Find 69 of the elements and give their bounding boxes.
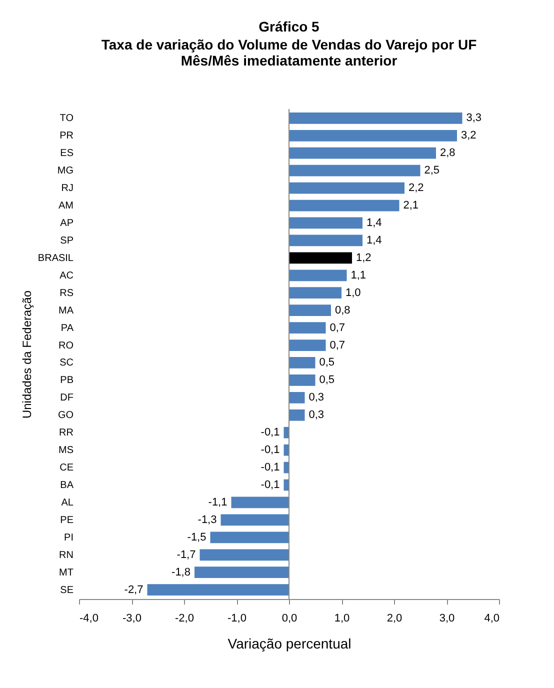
chart-subtitle: Taxa de variação do Volume de Vendas do Varejo por UF Mês/Mês imediatamente anterior xyxy=(101,36,478,68)
y-tick-label: RJ xyxy=(61,183,74,194)
y-tick-label: SP xyxy=(60,235,74,246)
y-axis-title: Unidades da Federação xyxy=(20,290,34,419)
data-label: -1,3 xyxy=(198,514,217,526)
y-tick-label: MS xyxy=(58,445,74,456)
x-tick-label: 2,0 xyxy=(386,612,402,624)
data-label: 0,5 xyxy=(319,356,335,369)
y-tick-label: AP xyxy=(60,218,74,229)
y-tick-label: RS xyxy=(60,288,74,299)
y-tick-label: MG xyxy=(57,166,74,177)
y-tick-label: PI xyxy=(64,532,74,544)
data-label: 0,7 xyxy=(330,322,346,334)
data-label: 2,8 xyxy=(440,147,456,160)
y-tick-label: MA xyxy=(58,305,74,316)
data-label: 2,2 xyxy=(408,182,424,194)
y-tick-label: SE xyxy=(60,584,74,596)
data-label: 0,8 xyxy=(335,304,350,316)
x-tick-label: 4,0 xyxy=(484,612,500,624)
y-tick-label: RO xyxy=(58,340,74,352)
data-label: 3,2 xyxy=(461,130,476,142)
y-tick-label: ES xyxy=(60,148,74,160)
x-tick-label: -2,0 xyxy=(175,612,194,624)
y-tick-label: SC xyxy=(60,358,74,369)
y-tick-label: BA xyxy=(60,480,74,492)
data-label: -1,7 xyxy=(176,548,196,561)
data-label: -1,8 xyxy=(172,566,190,578)
y-tick-label: BRASIL xyxy=(38,252,74,264)
data-label: 1,4 xyxy=(366,216,382,229)
data-label: -0,1 xyxy=(260,444,280,456)
y-tick-label: PB xyxy=(60,375,74,386)
data-label: 0,3 xyxy=(308,392,324,404)
y-tick-label: AM xyxy=(58,200,74,212)
chart-title: Gráfico 5 xyxy=(258,18,320,34)
x-tick-label: 3,0 xyxy=(439,612,455,624)
y-tick-label: PR xyxy=(60,130,74,142)
data-label: 2,5 xyxy=(424,164,440,177)
x-tick-label: -3,0 xyxy=(122,612,142,624)
data-label: -1,5 xyxy=(187,531,206,544)
data-label: -0,1 xyxy=(260,462,280,474)
x-tick-label: -4,0 xyxy=(80,612,98,624)
y-tick-label: GO xyxy=(58,410,74,422)
data-label: 1,2 xyxy=(356,252,372,264)
data-label: 1,0 xyxy=(346,286,361,299)
y-tick-label: CE xyxy=(60,462,74,474)
x-tick-label: -1,0 xyxy=(228,612,246,624)
data-label: 3,3 xyxy=(466,112,482,124)
y-tick-label: AL xyxy=(61,497,74,508)
data-label: 0,3 xyxy=(308,409,324,422)
y-tick-label: TO xyxy=(60,113,74,124)
data-label: -1,1 xyxy=(208,496,228,508)
data-label: 2,1 xyxy=(403,200,419,212)
y-tick-label: RN xyxy=(59,550,74,561)
data-label: 0,5 xyxy=(319,374,335,386)
y-tick-label: RR xyxy=(59,428,74,439)
y-tick-label: AC xyxy=(60,270,74,282)
x-tick-label: 1,0 xyxy=(334,612,350,624)
data-label: -0,1 xyxy=(260,426,280,439)
y-tick-label: MT xyxy=(59,567,74,578)
y-tick-label: DF xyxy=(60,392,74,404)
y-tick-label: PE xyxy=(60,514,74,526)
data-label: -2,7 xyxy=(124,584,144,596)
data-label: -0,1 xyxy=(260,479,280,492)
data-label: 1,4 xyxy=(366,234,382,246)
data-label: 1,1 xyxy=(350,269,366,282)
x-axis-title: Variação percentual xyxy=(228,636,352,652)
y-tick-label: PA xyxy=(60,322,74,334)
x-tick-label: 0,0 xyxy=(282,612,298,624)
data-label: 0,7 xyxy=(330,339,346,352)
